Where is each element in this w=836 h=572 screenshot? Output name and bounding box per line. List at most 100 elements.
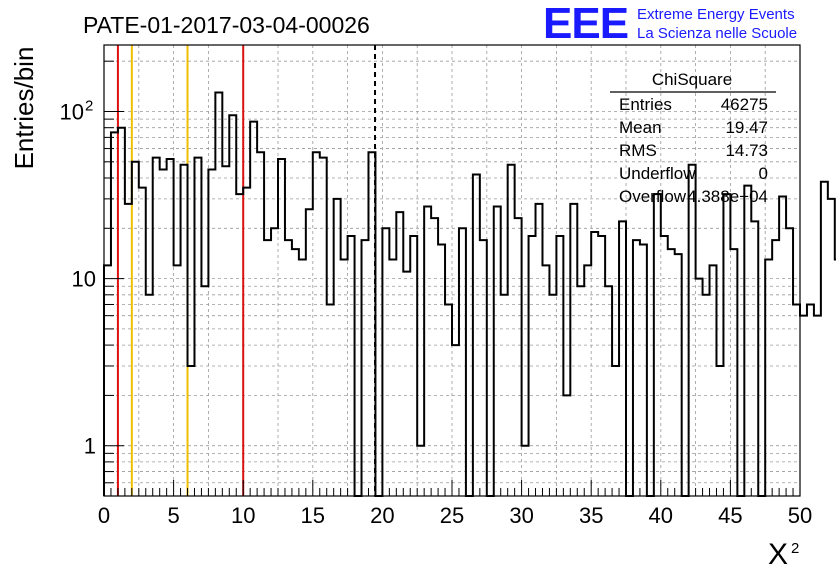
stats-value: 14.73 <box>725 141 768 160</box>
y-tick-label: 1 <box>84 434 96 459</box>
histogram-bin <box>494 207 501 496</box>
histogram-bin <box>153 158 160 496</box>
histogram-bin <box>431 218 438 496</box>
logo-line2: La Scienza nelle Scuole <box>637 25 797 42</box>
histogram-bin <box>257 152 264 496</box>
histogram-bin <box>786 228 793 496</box>
histogram-bin <box>508 165 515 496</box>
y-axis-title: Entries/bin <box>9 47 39 170</box>
histogram-bin <box>348 236 355 496</box>
histogram-bin <box>438 244 445 496</box>
histogram-bin <box>139 188 146 496</box>
histogram-bin <box>751 221 758 496</box>
x-axis-title: X 2 <box>768 538 799 571</box>
histogram-bin <box>612 366 619 496</box>
histogram-bin <box>417 446 424 496</box>
histogram-bin <box>591 232 598 496</box>
x-tick-label: 45 <box>718 503 742 528</box>
histogram-bin <box>633 240 640 496</box>
histogram-bin <box>424 207 431 496</box>
histogram-bin <box>689 165 696 496</box>
histogram-bin <box>222 166 229 496</box>
histogram-bin <box>716 366 723 496</box>
histogram-bin <box>640 244 647 496</box>
histogram-bin <box>772 240 779 496</box>
histogram-bin <box>215 92 222 496</box>
histogram-bin <box>549 295 556 496</box>
histogram-bin <box>320 158 327 496</box>
histogram-line <box>103 91 836 497</box>
stats-label: RMS <box>619 141 657 160</box>
histogram-bin <box>821 182 828 496</box>
histogram-bin <box>661 236 668 496</box>
histogram-bin <box>111 132 118 496</box>
histogram-bin <box>696 279 703 496</box>
histogram-bin <box>501 295 508 496</box>
histogram-bin <box>828 199 835 496</box>
histogram-bin <box>556 236 563 496</box>
histogram-bin <box>577 286 584 496</box>
histogram-bin <box>570 204 577 496</box>
histogram-bin <box>341 260 348 496</box>
histogram-bin <box>675 254 682 496</box>
x-tick-label: 35 <box>579 503 603 528</box>
histogram-bin <box>765 260 772 496</box>
histogram-bin <box>208 169 215 496</box>
histogram-bin <box>389 260 396 496</box>
eee-logo: EEE Extreme Energy Events La Scienza nel… <box>543 0 797 48</box>
histogram-bin <box>452 345 459 496</box>
y-tick-label: 10 <box>60 99 84 124</box>
stats-value: 19.47 <box>725 118 768 137</box>
stats-label: Entries <box>619 95 672 114</box>
stats-title: ChiSquare <box>652 70 732 89</box>
histogram-bin <box>278 159 285 496</box>
x-axis-title-superscript: 2 <box>791 540 799 557</box>
x-tick-label: 20 <box>370 503 394 528</box>
histogram-bin <box>542 265 549 496</box>
histogram-bin <box>382 228 389 496</box>
histogram-bin <box>480 240 487 496</box>
x-tick-label: 50 <box>788 503 812 528</box>
histogram-bin <box>194 158 201 496</box>
histogram-bin <box>723 194 730 496</box>
stats-value: 46275 <box>721 95 768 114</box>
histogram-bin <box>584 265 591 496</box>
x-tick-label: 5 <box>167 503 179 528</box>
chart-title: PATE-01-2017-03-04-00026 <box>83 12 370 38</box>
histogram-bin <box>730 249 737 496</box>
histogram-bin <box>174 265 181 496</box>
histogram-bin <box>522 446 529 496</box>
x-axis-ticks: 0 5 10 15 20 25 30 35 40 45 50 <box>98 480 812 528</box>
x-axis-title-main: X <box>768 538 788 571</box>
x-tick-label: 30 <box>509 503 533 528</box>
stats-value: 0 <box>759 164 768 183</box>
histogram-bin <box>668 249 675 496</box>
histogram-bin <box>167 159 174 496</box>
histogram-bin <box>473 174 480 496</box>
histogram-bin <box>605 286 612 496</box>
histogram-bin <box>125 204 132 496</box>
logo-mark: EEE <box>543 0 628 48</box>
histogram-bin <box>410 236 417 496</box>
histogram-bin <box>598 236 605 496</box>
histogram-bin <box>201 286 208 496</box>
stats-rows: Entries 46275 Mean 19.47 RMS 14.73 Underflow 0 O… <box>619 95 768 206</box>
histogram-bin <box>563 395 570 496</box>
x-tick-label: 15 <box>301 503 325 528</box>
histogram-bin <box>703 295 710 496</box>
histogram-bin <box>779 196 786 496</box>
y-tick-label-superscript: 2 <box>85 97 93 114</box>
stats-label: Overflow <box>619 187 687 206</box>
x-tick-label: 10 <box>231 503 255 528</box>
histogram-bin <box>313 152 320 496</box>
stats-label: Underflow <box>619 164 696 183</box>
histogram-bin <box>403 272 410 496</box>
histogram-bin <box>327 304 334 496</box>
x-tick-label: 0 <box>98 503 110 528</box>
histogram-bin <box>243 188 250 496</box>
histogram-bin <box>536 204 543 496</box>
histogram-bin <box>396 212 403 496</box>
stats-box: ChiSquare Entries 46275 Mean 19.47 RMS 14.73 U… <box>610 70 776 206</box>
